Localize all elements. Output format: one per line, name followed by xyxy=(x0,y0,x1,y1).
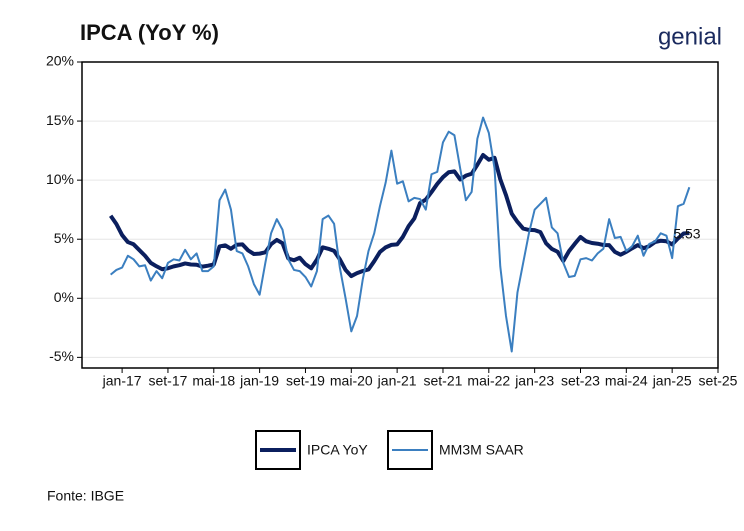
y-tick-label: 10% xyxy=(46,171,74,187)
x-tick-label: set-19 xyxy=(286,373,325,389)
brand-logo: genial xyxy=(658,23,722,50)
x-tick-label: set-25 xyxy=(699,373,738,389)
legend-label: IPCA YoY xyxy=(307,442,368,458)
x-tick-label: mai-22 xyxy=(467,373,510,389)
series-line xyxy=(110,116,691,353)
y-tick-label: 20% xyxy=(46,53,74,69)
x-tick-label: set-17 xyxy=(148,373,187,389)
chart-title: IPCA (YoY %) xyxy=(80,20,219,45)
x-tick-label: jan-23 xyxy=(514,373,554,389)
source-note: Fonte: IBGE xyxy=(47,488,124,504)
legend: IPCA YoY MM3M SAAR xyxy=(255,430,524,470)
x-tick-label: mai-18 xyxy=(192,373,235,389)
x-tick-label: jan-17 xyxy=(102,373,142,389)
x-tick-label: mai-20 xyxy=(330,373,373,389)
x-tick-label: jan-19 xyxy=(239,373,279,389)
x-tick-label: jan-21 xyxy=(377,373,417,389)
y-tick-label: 15% xyxy=(46,112,74,128)
x-tick-label: mai-24 xyxy=(605,373,648,389)
last-value-label: 5.53 xyxy=(673,226,700,242)
y-tick-label: 5% xyxy=(54,230,74,246)
series-line xyxy=(109,152,690,279)
legend-label: MM3M SAAR xyxy=(439,442,524,458)
y-tick-label: -5% xyxy=(49,348,74,364)
x-tick-label: set-23 xyxy=(561,373,600,389)
plot-frame xyxy=(81,61,719,369)
x-tick-label: set-21 xyxy=(424,373,463,389)
x-tick-label: jan-25 xyxy=(652,373,692,389)
y-tick-label: 0% xyxy=(54,289,74,305)
